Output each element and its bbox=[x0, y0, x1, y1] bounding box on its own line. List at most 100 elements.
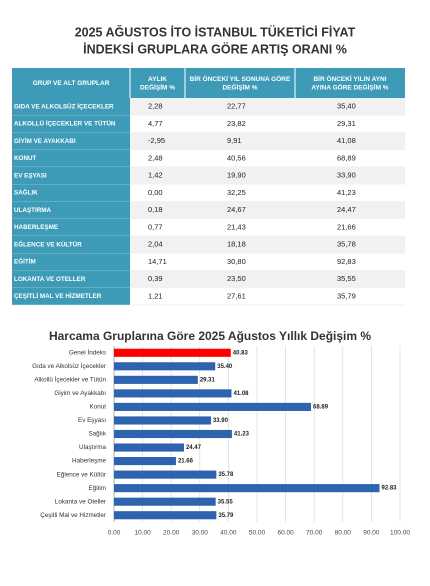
row-background bbox=[130, 201, 405, 219]
row-background bbox=[130, 253, 405, 271]
row-background bbox=[130, 132, 405, 150]
cell-value: 18,18 bbox=[227, 240, 246, 249]
value-label: 35.79 bbox=[218, 513, 234, 519]
cell-value: 22,77 bbox=[227, 102, 246, 111]
x-tick-label: 0.00 bbox=[108, 530, 121, 537]
header-background bbox=[12, 68, 405, 98]
cell-value: 32,25 bbox=[227, 188, 246, 197]
y-tick-label: Konut bbox=[90, 404, 107, 411]
bar bbox=[114, 457, 176, 466]
y-tick-label: Giyim ve Ayakkabı bbox=[54, 390, 106, 397]
y-tick-label: Haberleşme bbox=[72, 458, 106, 465]
row-background bbox=[130, 184, 405, 202]
cell-value: 4,77 bbox=[148, 119, 163, 128]
cell-value: 33,90 bbox=[337, 171, 356, 180]
row-label-cell bbox=[12, 115, 130, 133]
row-label-cell bbox=[12, 253, 130, 271]
row-background bbox=[130, 270, 405, 288]
y-tick-label: Lokanta ve Oteller bbox=[55, 498, 106, 505]
cell-value: 35,40 bbox=[337, 102, 356, 111]
cell-value: 21,43 bbox=[227, 222, 246, 231]
value-label: 33.90 bbox=[213, 418, 229, 424]
y-tick-label: Eğitim bbox=[89, 485, 107, 492]
title-line: İNDEKSİ GRUPLARA GÖRE ARTIŞ ORANI % bbox=[83, 41, 347, 56]
column-header: GRUP VE ALT GRUPLAR bbox=[33, 80, 110, 87]
value-label: 40.83 bbox=[233, 350, 249, 356]
value-label: 35.40 bbox=[217, 364, 233, 370]
row-label-cell bbox=[12, 167, 130, 185]
row-label: SAĞLIK bbox=[14, 188, 38, 197]
bar bbox=[114, 389, 232, 398]
bar bbox=[114, 470, 217, 479]
row-label-cell bbox=[12, 201, 130, 219]
row-label-cell bbox=[12, 287, 130, 305]
row-label-cell bbox=[12, 132, 130, 150]
cell-value: 0,00 bbox=[148, 188, 163, 197]
bar bbox=[114, 348, 231, 357]
y-tick-label: Gıda ve Alkolsüz İçecekler bbox=[32, 361, 106, 370]
row-background bbox=[130, 218, 405, 236]
value-label: 35.78 bbox=[218, 472, 234, 478]
cell-value: 2,04 bbox=[148, 240, 163, 249]
x-tick-label: 90.00 bbox=[363, 530, 380, 537]
row-label-cell bbox=[12, 218, 130, 236]
cell-value: 19,90 bbox=[227, 171, 246, 180]
x-tick-label: 10.00 bbox=[134, 530, 151, 537]
row-background bbox=[130, 98, 405, 116]
row-label-cell bbox=[12, 98, 130, 116]
cell-value: 35,79 bbox=[337, 291, 356, 300]
x-tick-label: 100.00 bbox=[390, 530, 410, 537]
value-label: 29.31 bbox=[200, 377, 216, 383]
cell-value: 21,66 bbox=[337, 222, 356, 231]
cell-value: 41,23 bbox=[337, 188, 356, 197]
x-tick-label: 50.00 bbox=[249, 530, 266, 537]
row-label: ULAŞTIRMA bbox=[14, 207, 52, 214]
cell-value: 2,28 bbox=[148, 102, 163, 111]
cell-value: 1,42 bbox=[148, 171, 163, 180]
cell-value: 24,67 bbox=[227, 205, 246, 214]
y-tick-label: Alkollü İçecekler ve Tütün bbox=[34, 375, 106, 384]
value-label: 24.47 bbox=[186, 445, 202, 451]
bar bbox=[114, 362, 216, 371]
title-line: 2025 AĞUSTOS İTO İSTANBUL TÜKETİCİ FİYAT bbox=[75, 24, 356, 39]
row-label: KONUT bbox=[14, 155, 37, 162]
cell-value: 68,89 bbox=[337, 153, 356, 162]
row-label: HABERLEŞME bbox=[14, 224, 58, 231]
bar bbox=[114, 375, 198, 384]
y-tick-label: Genel İndeks bbox=[69, 347, 106, 356]
cell-value: 40,56 bbox=[227, 153, 246, 162]
x-tick-label: 30.00 bbox=[192, 530, 209, 537]
row-background bbox=[130, 167, 405, 185]
cell-value: 35,78 bbox=[337, 240, 356, 249]
x-tick-label: 80.00 bbox=[335, 530, 352, 537]
column-header: BİR ÖNCEKİ YILIN AYNI AYINA GÖRE DEĞİŞİM … bbox=[311, 73, 388, 91]
y-tick-label: Sağlık bbox=[88, 431, 106, 438]
value-label: 35.55 bbox=[218, 499, 234, 505]
cell-value: -2,95 bbox=[148, 136, 165, 145]
bar bbox=[114, 484, 380, 493]
column-header: BİR ÖNCEKİ YIL SONUNA GÖRE DEĞİŞİM % bbox=[190, 73, 291, 91]
row-label-cell bbox=[12, 184, 130, 202]
y-tick-label: Ev Eşyası bbox=[78, 417, 106, 424]
x-tick-label: 20.00 bbox=[163, 530, 180, 537]
cell-value: 29,31 bbox=[337, 119, 356, 128]
bar bbox=[114, 443, 184, 452]
row-label: ALKOLLÜ İÇECEKLER VE TÜTÜN bbox=[14, 119, 116, 128]
row-background bbox=[130, 236, 405, 254]
cell-value: 1,21 bbox=[148, 291, 163, 300]
row-background bbox=[130, 287, 405, 305]
y-tick-label: Çeşitli Mal ve Hizmetler bbox=[40, 512, 106, 519]
row-label: GİYİM VE AYAKKABI bbox=[14, 137, 76, 145]
cell-value: 9,91 bbox=[227, 136, 242, 145]
cell-value: 23,50 bbox=[227, 274, 246, 283]
row-label: EĞLENCE VE KÜLTÜR bbox=[14, 239, 82, 248]
cell-value: 0,77 bbox=[148, 222, 163, 231]
row-label-cell bbox=[12, 270, 130, 288]
bar bbox=[114, 402, 312, 411]
row-background bbox=[130, 149, 405, 167]
x-tick-label: 60.00 bbox=[277, 530, 294, 537]
x-tick-label: 70.00 bbox=[306, 530, 323, 537]
column-header: AYLIK DEĞİŞİM % bbox=[140, 75, 175, 91]
row-label: GIDA VE ALKOLSÜZ İÇECEKLER bbox=[14, 101, 114, 110]
row-label-cell bbox=[12, 236, 130, 254]
